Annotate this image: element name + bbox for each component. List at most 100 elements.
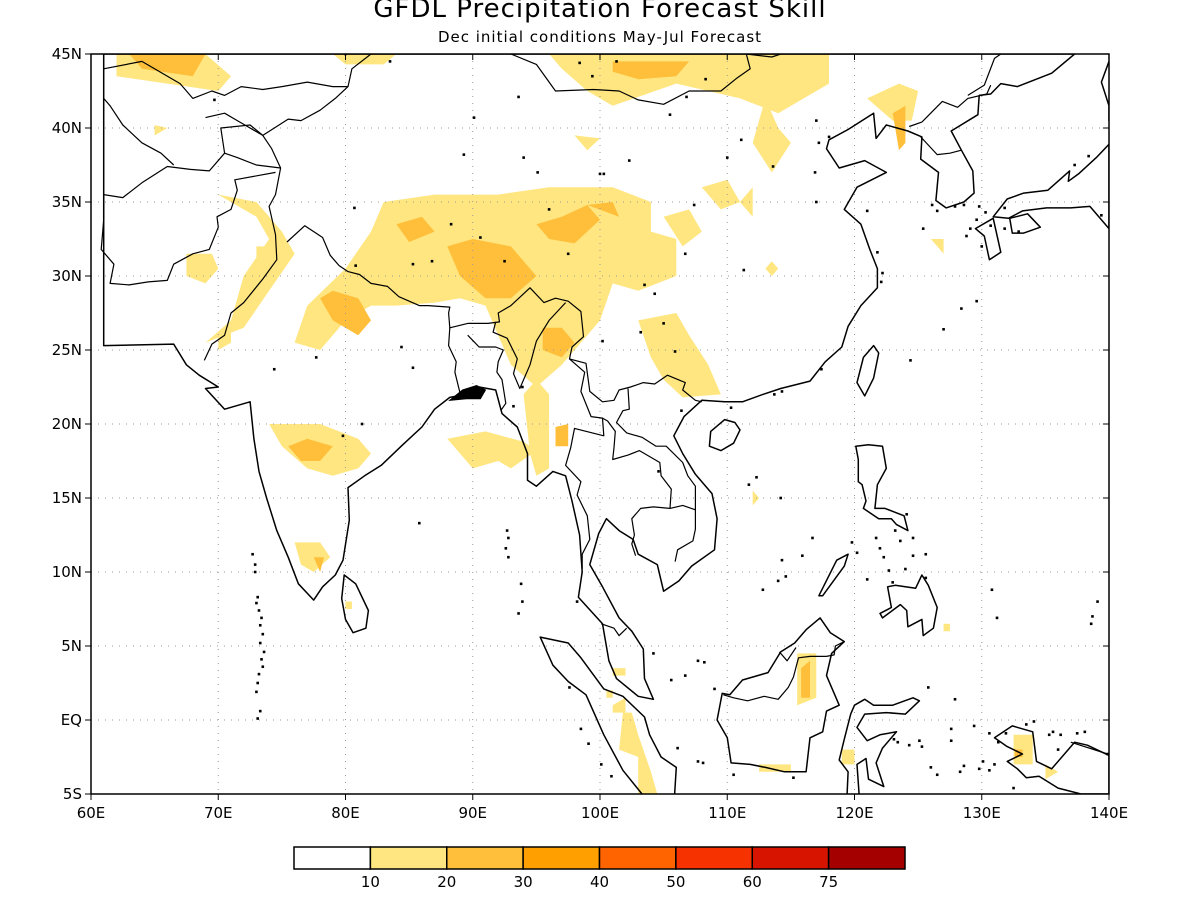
coastline-10 (708, 418, 741, 452)
island-speck (975, 299, 978, 303)
skill-region-21 (740, 187, 753, 217)
island-speck (587, 742, 590, 745)
colorbar-swatch (369, 846, 448, 870)
coastline-13 (992, 143, 1109, 230)
skill-region-15 (396, 216, 435, 242)
island-speck (696, 760, 700, 763)
skill-region-6 (256, 246, 282, 262)
skill-region-37 (612, 668, 626, 676)
island-speck (683, 674, 687, 677)
island-speck (874, 536, 878, 540)
island-speck (780, 558, 784, 562)
island-speck (755, 475, 758, 479)
skill-region-16 (536, 205, 600, 244)
island-speck (255, 690, 258, 694)
x-tick-label: 130E (963, 804, 1001, 822)
island-speck (949, 739, 953, 743)
island-speck (507, 555, 510, 559)
island-speck (732, 773, 735, 777)
island-speck (566, 252, 570, 256)
colorbar-label: 40 (590, 873, 609, 891)
island-speck (257, 672, 261, 676)
coastline-8 (818, 553, 849, 597)
skill-region-34 (619, 712, 658, 794)
skill-region-45 (943, 623, 950, 632)
island-speck (1059, 733, 1062, 737)
coastline-2 (539, 636, 678, 794)
skill-region-46 (752, 490, 760, 506)
island-speck (388, 60, 392, 63)
island-speck (761, 588, 765, 592)
skill-region-18 (542, 327, 575, 358)
island-speck (521, 385, 524, 389)
x-tick-label: 80E (331, 804, 360, 822)
skill-region-1 (129, 54, 206, 77)
island-speck (260, 616, 263, 620)
x-tick-label: 100E (581, 804, 619, 822)
island-speck (504, 547, 508, 550)
island-speck (893, 529, 897, 532)
island-speck (1096, 600, 1099, 603)
country-border-18 (205, 112, 264, 136)
island-speck (610, 774, 613, 778)
island-speck (953, 697, 957, 701)
colorbar-swatch (675, 846, 753, 870)
country-border-12 (778, 647, 797, 662)
island-speck (771, 165, 775, 168)
island-speck (258, 623, 262, 627)
coastline-0 (102, 54, 1076, 701)
skill-region-20 (701, 179, 740, 210)
country-border-5 (492, 302, 567, 390)
coastline-14 (1100, 60, 1109, 122)
island-speck (988, 732, 991, 735)
island-speck (673, 350, 677, 353)
skill-region-5 (218, 327, 231, 350)
island-speck (213, 98, 216, 102)
skill-region-35 (612, 697, 626, 713)
country-border-3 (448, 327, 461, 394)
island-speck (547, 208, 551, 211)
island-speck (517, 612, 520, 615)
island-speck (929, 766, 933, 769)
island-speck (855, 551, 859, 555)
country-border-2 (286, 225, 702, 403)
country-border-24 (1070, 741, 1109, 756)
island-speck (1047, 733, 1051, 737)
island-speck (878, 547, 882, 550)
skill-region-3 (205, 194, 295, 343)
island-speck (258, 641, 262, 645)
island-speck (1003, 206, 1006, 210)
island-speck (521, 600, 524, 603)
coastline-12 (1008, 213, 1042, 234)
x-tick-label: 90E (458, 804, 487, 822)
island-speck (935, 773, 939, 777)
island-speck (685, 95, 688, 99)
island-speck (881, 271, 884, 275)
gridlines (91, 54, 1109, 794)
y-tick-label: EQ (61, 711, 82, 729)
axes: 60E 70E 80E 90E 100E 110E 120E 130E 140E 5S EQ 5N 10… (52, 45, 1128, 822)
country-border-10 (601, 623, 628, 637)
country-border-11 (723, 655, 827, 702)
island-speck (598, 172, 602, 176)
island-speck (627, 159, 631, 162)
island-speck (643, 283, 646, 287)
coastline-9 (856, 344, 880, 397)
island-speck (907, 743, 911, 747)
island-speck (896, 740, 900, 744)
island-speck (1024, 723, 1028, 726)
island-speck (360, 422, 364, 426)
colorbar-swatch (827, 846, 906, 870)
island-speck (519, 582, 523, 586)
island-speck (1100, 214, 1103, 217)
island-speck (341, 434, 345, 438)
island-speck (892, 737, 896, 741)
island-speck (977, 205, 981, 208)
island-speck (876, 251, 879, 254)
country-border-20 (103, 98, 175, 166)
island-speck (578, 61, 581, 65)
island-speck (984, 211, 987, 214)
island-speck (1075, 732, 1079, 735)
island-speck (261, 632, 265, 636)
coastline-5 (993, 725, 1109, 794)
